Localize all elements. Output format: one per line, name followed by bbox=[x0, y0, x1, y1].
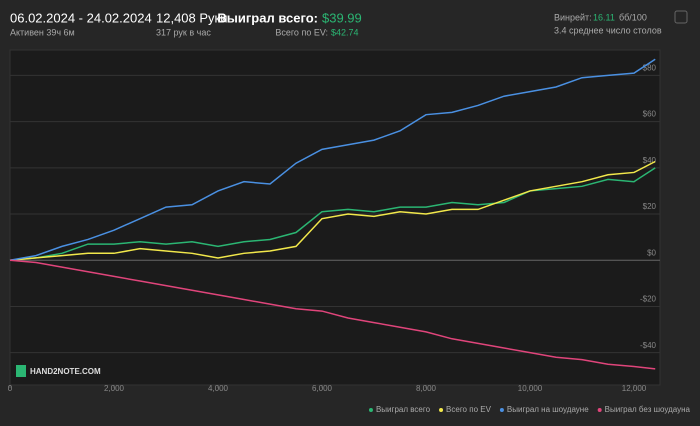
dates: 06.02.2024 - 24.02.2024 bbox=[10, 10, 152, 25]
legend-marker bbox=[368, 408, 373, 412]
legend-label: Выиграл на шоудауне bbox=[507, 405, 589, 414]
y-tick-label: $40 bbox=[643, 156, 657, 165]
ev-label: Всего по EV: bbox=[275, 27, 328, 37]
x-tick-label: 8,000 bbox=[416, 384, 437, 393]
series-line bbox=[9, 167, 656, 261]
y-tick-label: $60 bbox=[643, 110, 657, 119]
x-tick-label: 2,000 bbox=[104, 384, 125, 393]
won-label: Выиграл всего: bbox=[217, 10, 318, 25]
logo: HAND2NOTE.COM bbox=[30, 367, 101, 376]
y-tick-label: $20 bbox=[643, 202, 657, 211]
legend-label: Всего по EV bbox=[446, 405, 492, 414]
x-tick-label: 12,000 bbox=[622, 384, 647, 393]
legend-label: Выиграл всего bbox=[376, 405, 431, 414]
hands: 12,408 Руки bbox=[156, 10, 228, 25]
ev-value: $42.74 bbox=[331, 27, 359, 37]
legend-marker bbox=[439, 408, 444, 412]
y-tick-label: -$40 bbox=[640, 341, 657, 350]
winrate-label: Винрейт: bbox=[554, 12, 592, 22]
legend-marker bbox=[499, 408, 504, 412]
y-tick-label: -$20 bbox=[640, 295, 657, 304]
x-tick-label: 0 bbox=[8, 384, 13, 393]
active: Активен 39ч 6м bbox=[10, 27, 75, 37]
legend-marker bbox=[597, 408, 602, 412]
plot-area bbox=[9, 49, 661, 386]
winrate-value: 16.11 bbox=[593, 12, 615, 22]
series-line bbox=[9, 259, 656, 370]
y-tick-label: $80 bbox=[643, 64, 657, 73]
tables: 3.4 среднее число столов bbox=[554, 25, 662, 35]
series-line bbox=[9, 160, 656, 261]
x-tick-label: 6,000 bbox=[312, 384, 333, 393]
legend-label: Выиграл без шоудауна bbox=[605, 405, 691, 414]
winrate-unit: бб/100 bbox=[619, 12, 647, 22]
x-tick-label: 4,000 bbox=[208, 384, 229, 393]
won-value: $39.99 bbox=[322, 10, 362, 25]
settings-icon[interactable] bbox=[674, 10, 688, 24]
series-line bbox=[9, 58, 656, 261]
logo-icon bbox=[16, 365, 26, 377]
x-tick-label: 10,000 bbox=[518, 384, 543, 393]
y-tick-label: $0 bbox=[647, 248, 656, 257]
hands-per-hour: 317 рук в час bbox=[156, 27, 211, 37]
